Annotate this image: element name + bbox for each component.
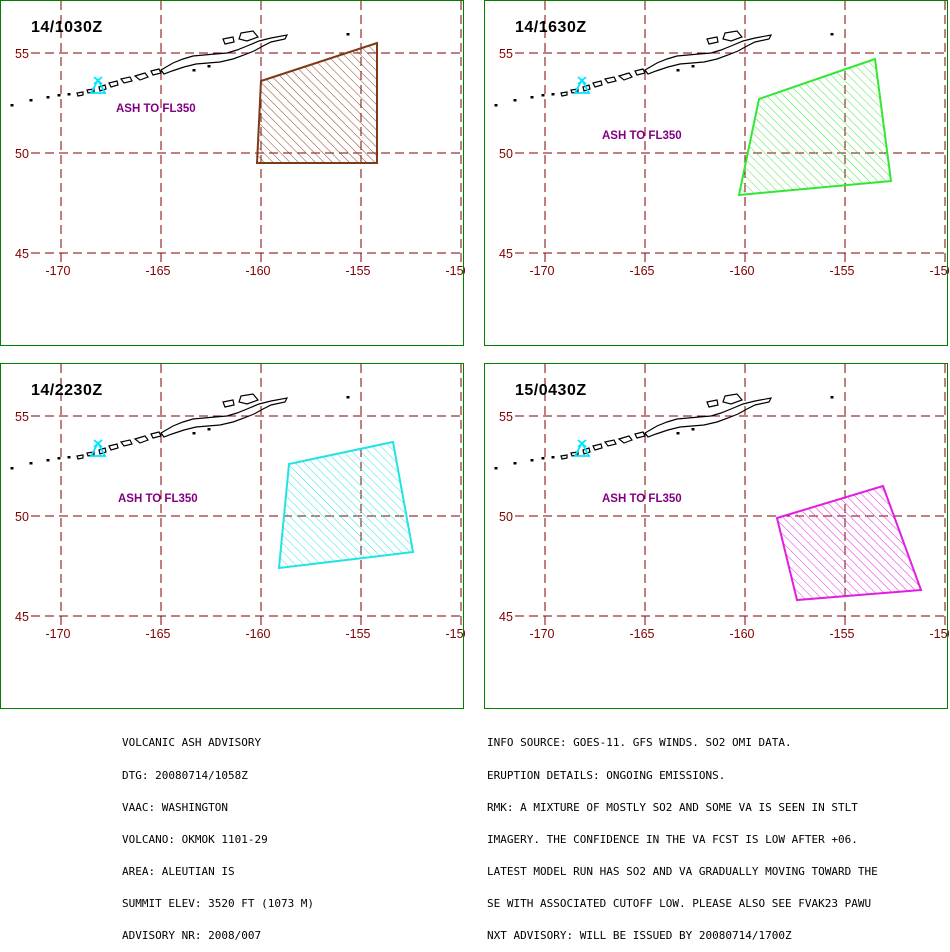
ash-forecast-map: 55 50 45 -170 -165 -160 -155 -150 xyxy=(10,1,465,278)
latitude-tick-label: 55 xyxy=(15,47,29,61)
latitude-tick-label: 50 xyxy=(499,510,513,524)
aleutian-coastline xyxy=(10,393,350,470)
advisory-remark-line: LATEST MODEL RUN HAS SO2 AND VA GRADUALL… xyxy=(487,864,878,878)
ash-level-label: ASH TO FL350 xyxy=(118,493,198,505)
panel-time-title: 14/1030Z xyxy=(31,19,103,36)
latitude-tick-label: 55 xyxy=(499,410,513,424)
volcano-triangle-icon xyxy=(89,76,107,94)
graticule xyxy=(31,1,463,263)
advisory-summit-elev: SUMMIT ELEV: 3520 FT (1073 M) xyxy=(122,896,315,910)
panel-time-title: 14/1630Z xyxy=(515,19,587,36)
forecast-panel: 55 50 45 -170 -165 -160 -155 -150 14/1030Z ASH TO… xyxy=(0,0,465,346)
forecast-panel: 55 50 45 -170 -165 -160 -155 -150 15/0430Z ASH TO… xyxy=(484,363,949,709)
longitude-tick-label: -170 xyxy=(529,264,554,278)
advisory-vaac: VAAC: WASHINGTON xyxy=(122,800,228,814)
advisory-header-block: VOLCANIC ASH ADVISORY DTG: 20080714/1058… xyxy=(122,717,314,952)
latitude-tick-label: 45 xyxy=(15,247,29,261)
aleutian-coastline xyxy=(10,30,350,107)
graticule xyxy=(515,364,947,626)
panel-time-title: 14/2230Z xyxy=(31,382,103,399)
latitude-tick-label: 55 xyxy=(15,410,29,424)
latitude-tick-label: 50 xyxy=(15,147,29,161)
ash-forecast-map: 55 50 45 -170 -165 -160 -155 -150 xyxy=(494,1,949,278)
longitude-tick-label: -155 xyxy=(829,627,854,641)
advisory-next-issue: NXT ADVISORY: WILL BE ISSUED BY 20080714… xyxy=(487,928,792,942)
forecast-panel: 55 50 45 -170 -165 -160 -155 -150 14/1630Z ASH TO… xyxy=(484,0,949,346)
ash-level-label: ASH TO FL350 xyxy=(602,493,682,505)
advisory-info-source: INFO SOURCE: GOES-11. GFS WINDS. SO2 OMI… xyxy=(487,736,792,750)
advisory-title: VOLCANIC ASH ADVISORY xyxy=(122,736,262,750)
latitude-tick-label: 50 xyxy=(499,147,513,161)
latitude-tick-label: 45 xyxy=(15,610,29,624)
advisory-dtg: DTG: 20080714/1058Z xyxy=(122,768,248,782)
latitude-tick-label: 55 xyxy=(499,47,513,61)
longitude-tick-label: -150 xyxy=(929,627,949,641)
longitude-tick-label: -170 xyxy=(45,627,70,641)
advisory-remark-line: SE WITH ASSOCIATED CUTOFF LOW. PLEASE AL… xyxy=(487,896,872,910)
advisory-area: AREA: ALEUTIAN IS xyxy=(122,864,235,878)
longitude-tick-label: -170 xyxy=(529,627,554,641)
advisory-remark-line: RMK: A MIXTURE OF MOSTLY SO2 AND SOME VA… xyxy=(487,800,858,814)
ash-forecast-map: 55 50 45 -170 -165 -160 -155 -150 xyxy=(10,364,465,641)
latitude-tick-label: 50 xyxy=(15,510,29,524)
ash-cloud-polygon xyxy=(255,41,378,164)
longitude-tick-label: -155 xyxy=(345,627,370,641)
ash-cloud-polygon xyxy=(737,57,893,197)
volcano-triangle-icon xyxy=(573,76,591,94)
ash-level-label: ASH TO FL350 xyxy=(116,103,196,115)
longitude-tick-label: -150 xyxy=(929,264,949,278)
volcano-triangle-icon xyxy=(573,439,591,457)
longitude-tick-label: -160 xyxy=(729,264,754,278)
longitude-tick-label: -160 xyxy=(729,627,754,641)
advisory-remark-line: IMAGERY. THE CONFIDENCE IN THE VA FCST I… xyxy=(487,832,858,846)
longitude-tick-label: -170 xyxy=(45,264,70,278)
ash-cloud-polygon xyxy=(775,484,923,602)
aleutian-coastline xyxy=(494,393,834,470)
volcano-triangle-icon xyxy=(89,439,107,457)
advisory-number: ADVISORY NR: 2008/007 xyxy=(122,928,262,942)
longitude-tick-label: -150 xyxy=(445,627,465,641)
forecast-panel: 55 50 45 -170 -165 -160 -155 -150 14/2230Z ASH TO… xyxy=(0,363,465,709)
aleutian-coastline xyxy=(494,30,834,107)
advisory-details-block: INFO SOURCE: GOES-11. GFS WINDS. SO2 OMI… xyxy=(487,717,878,952)
longitude-tick-label: -160 xyxy=(245,627,270,641)
longitude-tick-label: -160 xyxy=(245,264,270,278)
graticule xyxy=(31,364,463,626)
panel-time-title: 15/0430Z xyxy=(515,382,587,399)
advisory-volcano: VOLCANO: OKMOK 1101-29 xyxy=(122,832,268,846)
longitude-tick-label: -165 xyxy=(629,264,654,278)
longitude-tick-label: -165 xyxy=(145,627,170,641)
latitude-tick-label: 45 xyxy=(499,247,513,261)
longitude-tick-label: -155 xyxy=(345,264,370,278)
longitude-tick-label: -155 xyxy=(829,264,854,278)
longitude-tick-label: -165 xyxy=(145,264,170,278)
ash-level-label: ASH TO FL350 xyxy=(602,130,682,142)
ash-cloud-polygon xyxy=(277,440,415,570)
ash-forecast-map: 55 50 45 -170 -165 -160 -155 -150 xyxy=(494,364,949,641)
longitude-tick-label: -150 xyxy=(445,264,465,278)
longitude-tick-label: -165 xyxy=(629,627,654,641)
latitude-tick-label: 45 xyxy=(499,610,513,624)
advisory-eruption-details: ERUPTION DETAILS: ONGOING EMISSIONS. xyxy=(487,768,726,782)
